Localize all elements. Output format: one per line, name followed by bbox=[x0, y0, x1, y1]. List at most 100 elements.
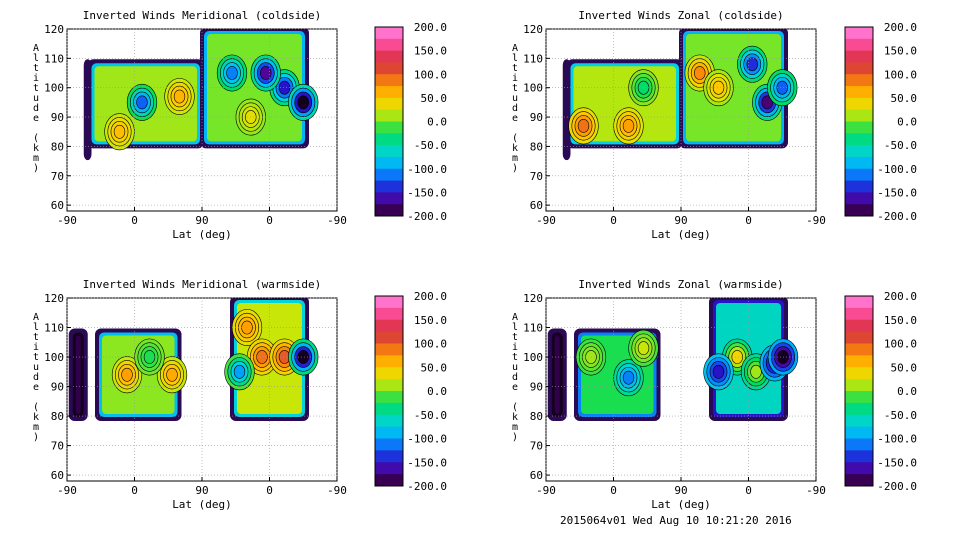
x-tick-label: 90 bbox=[195, 214, 208, 227]
y-axis-label-char: A bbox=[33, 43, 39, 54]
contour-ring bbox=[776, 80, 788, 95]
contour-field bbox=[562, 29, 798, 161]
y-tick-label: 120 bbox=[523, 23, 543, 36]
colorbar-swatch bbox=[375, 391, 403, 404]
y-tick-label: 120 bbox=[523, 292, 543, 305]
y-axis-label-char: e bbox=[33, 113, 39, 124]
y-axis-label-char: e bbox=[33, 382, 39, 393]
colorbar-tick-label: 150.0 bbox=[884, 45, 917, 58]
chart-panel-1: 60 70 80 90 100 110 120 -90 0 90 0 -90 Inverted Wind… bbox=[33, 9, 447, 241]
contour-ring bbox=[226, 66, 238, 80]
x-tick-label: 0 bbox=[266, 214, 273, 227]
colorbar-swatch bbox=[845, 109, 873, 122]
colorbar-swatch bbox=[845, 367, 873, 380]
contour-ring bbox=[113, 124, 126, 139]
y-tick-label: 80 bbox=[530, 140, 543, 153]
x-tick-label: 90 bbox=[674, 484, 687, 497]
colorbar-swatch bbox=[845, 38, 873, 52]
contour-ring bbox=[233, 364, 246, 379]
y-axis-label-char: u bbox=[512, 93, 518, 104]
colorbar-swatch bbox=[375, 86, 403, 99]
colorbar-tick-label: -150.0 bbox=[877, 456, 917, 469]
colorbar-swatch bbox=[845, 204, 873, 217]
colorbar-tick-label: 100.0 bbox=[414, 68, 447, 81]
colorbar-swatch bbox=[845, 180, 873, 193]
colorbar-tick-label: -50.0 bbox=[884, 409, 917, 422]
y-tick-label: 110 bbox=[44, 322, 64, 335]
colorbar-tick-label: 50.0 bbox=[421, 361, 448, 374]
colorbar-tick-label: -150.0 bbox=[877, 186, 917, 199]
y-tick-label: 60 bbox=[530, 469, 543, 482]
colorbar-tick-label: -50.0 bbox=[884, 139, 917, 152]
x-tick-label: -90 bbox=[536, 214, 556, 227]
y-tick-label: 80 bbox=[51, 410, 64, 423]
contour-ring bbox=[712, 364, 725, 379]
y-tick-label: 70 bbox=[530, 440, 543, 453]
colorbar-swatch bbox=[845, 50, 873, 63]
y-axis-label-char: A bbox=[512, 43, 518, 54]
y-tick-label: 120 bbox=[44, 23, 64, 36]
colorbar-swatch bbox=[375, 474, 403, 487]
colorbar-swatch bbox=[845, 355, 873, 368]
y-axis-label-char: l bbox=[512, 322, 518, 333]
colorbar-tick-label: 0.0 bbox=[427, 116, 447, 129]
colorbar-swatch bbox=[375, 414, 403, 428]
colorbar-swatch bbox=[375, 307, 403, 321]
colorbar-swatch bbox=[845, 450, 873, 463]
x-tick-label: -90 bbox=[536, 484, 556, 497]
contour-ring bbox=[121, 367, 133, 382]
colorbar-swatch bbox=[845, 62, 873, 75]
y-tick-label: 110 bbox=[523, 322, 543, 335]
colorbar-swatch bbox=[375, 38, 403, 52]
y-axis-label-char: ) bbox=[33, 163, 39, 174]
colorbar-swatch bbox=[375, 27, 403, 40]
y-axis-label-char: i bbox=[512, 73, 518, 84]
colorbar-swatch bbox=[375, 343, 403, 356]
x-tick-label: -90 bbox=[806, 484, 826, 497]
colorbar-swatch bbox=[375, 296, 403, 309]
y-axis-label-char: t bbox=[33, 332, 39, 343]
y-tick-label: 120 bbox=[44, 292, 64, 305]
y-axis-label-char: A bbox=[512, 312, 518, 323]
contour-ring bbox=[731, 350, 743, 364]
colorbar-swatch bbox=[375, 62, 403, 75]
contour-ring bbox=[622, 118, 635, 133]
colorbar-tick-label: -100.0 bbox=[407, 433, 447, 446]
colorbar-swatch bbox=[845, 343, 873, 356]
colorbar: 200.0 150.0 100.0 50.0 0.0 -50.0 -100.0 -150.0 -… bbox=[374, 21, 447, 223]
colorbar-tick-label: 200.0 bbox=[414, 21, 447, 34]
colorbar-swatch bbox=[375, 121, 403, 134]
colorbar-swatch bbox=[845, 145, 873, 158]
y-tick-label: 100 bbox=[523, 82, 543, 95]
chart-title: Inverted Winds Zonal (warmside) bbox=[578, 278, 783, 291]
y-axis-label-char: t bbox=[33, 352, 39, 363]
y-axis-label-char: m bbox=[512, 422, 518, 433]
y-axis-label-char: ) bbox=[512, 432, 518, 443]
y-axis-label-char: u bbox=[512, 362, 518, 373]
y-axis-label-char: A bbox=[33, 312, 39, 323]
colorbar-swatch bbox=[375, 438, 403, 451]
colorbar-swatch bbox=[375, 367, 403, 380]
contour-ring bbox=[761, 95, 773, 110]
colorbar-swatch bbox=[375, 180, 403, 193]
y-axis-label-char: e bbox=[512, 113, 518, 124]
colorbar-swatch bbox=[845, 438, 873, 451]
contour-ring bbox=[297, 350, 309, 364]
colorbar-swatch bbox=[845, 27, 873, 40]
y-axis-label-char: ( bbox=[512, 133, 518, 144]
colorbar-swatch bbox=[375, 355, 403, 368]
contour-ring bbox=[694, 66, 706, 80]
colorbar: 200.0 150.0 100.0 50.0 0.0 -50.0 -100.0 -150.0 -… bbox=[374, 290, 448, 493]
colorbar-swatch bbox=[845, 379, 873, 392]
colorbar-swatch bbox=[845, 97, 873, 111]
colorbar-swatch bbox=[845, 296, 873, 309]
contour-ring bbox=[166, 367, 178, 382]
colorbar-tick-label: -50.0 bbox=[414, 409, 447, 422]
x-tick-label: -90 bbox=[327, 484, 347, 497]
contour-field bbox=[83, 29, 319, 161]
colorbar-swatch bbox=[375, 145, 403, 158]
colorbar-swatch bbox=[845, 156, 873, 170]
